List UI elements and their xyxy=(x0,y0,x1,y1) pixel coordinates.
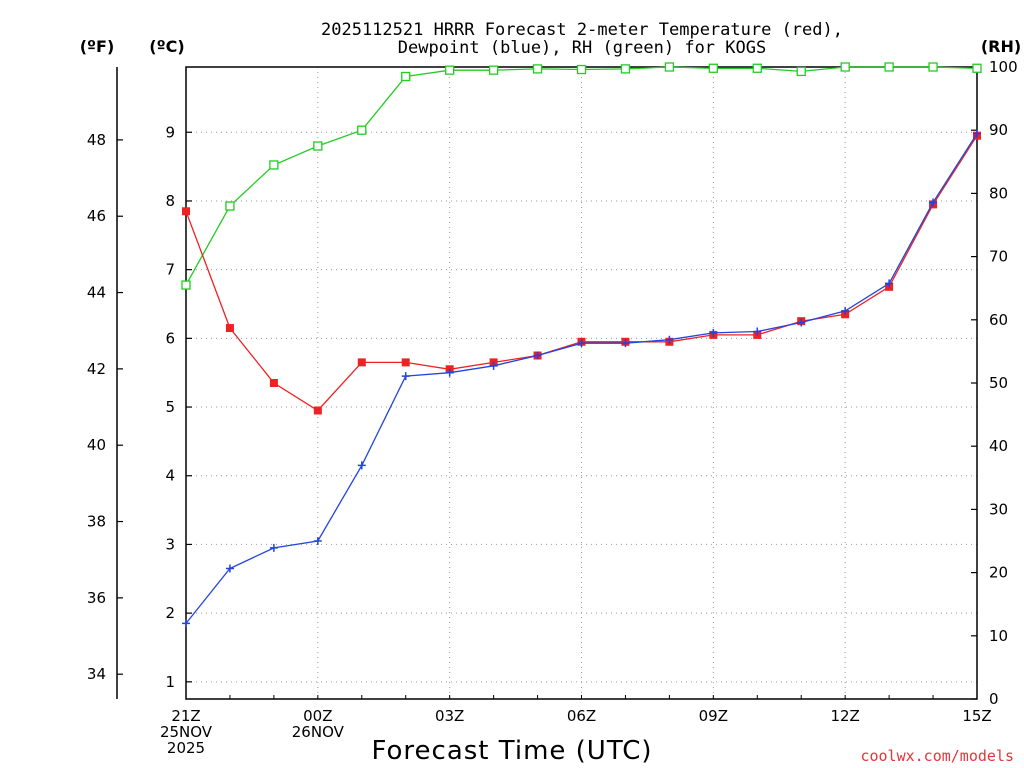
rh-point xyxy=(225,201,235,211)
time-tick-label: 12Z xyxy=(830,707,859,725)
dewpoint-point xyxy=(665,335,674,344)
rh-point xyxy=(269,160,279,170)
fahrenheit-tick-label: 40 xyxy=(87,436,106,454)
rh-tick-label: 50 xyxy=(989,374,1008,392)
rh-point xyxy=(928,62,938,72)
rh-tick-label: 100 xyxy=(989,58,1018,76)
fahrenheit-tick-label: 46 xyxy=(87,207,106,225)
rh-point xyxy=(313,141,323,151)
dewpoint-point xyxy=(973,129,981,138)
time-tick-label: 26NOV xyxy=(292,723,345,741)
fahrenheit-tick-label: 42 xyxy=(87,360,106,378)
dewpoint-point xyxy=(401,372,410,381)
dewpoint-point xyxy=(313,537,322,545)
rh-tick-label: 40 xyxy=(989,437,1008,455)
dewpoint-point xyxy=(929,198,938,207)
rh-tick-label: 70 xyxy=(989,248,1008,266)
rh-point xyxy=(664,62,675,72)
fahrenheit-tick-label: 34 xyxy=(87,665,106,683)
temperature-line xyxy=(185,135,978,412)
rh-point xyxy=(488,65,499,75)
celsius-tick-label: 1 xyxy=(165,673,175,691)
time-tick-label: 2025 xyxy=(167,739,205,757)
chart-title-line1: 2025112521 HRRR Forecast 2-meter Tempera… xyxy=(321,20,843,40)
rh-point xyxy=(796,66,806,77)
rh-point xyxy=(401,71,411,82)
rh-point xyxy=(620,64,631,74)
dewpoint-point xyxy=(533,351,542,360)
x-axis-label: Forecast Time (UTC) xyxy=(371,736,652,766)
celsius-tick-label: 5 xyxy=(165,398,175,416)
dewpoint-point xyxy=(885,279,894,288)
rh-series xyxy=(181,62,982,290)
fahrenheit-tick-label: 36 xyxy=(87,589,106,607)
celsius-tick-label: 7 xyxy=(165,261,175,279)
dewpoint-point xyxy=(269,543,278,552)
time-tick-label: 21Z xyxy=(171,707,200,725)
celsius-unit-label: (ºC) xyxy=(149,37,184,56)
dewpoint-series xyxy=(182,129,981,628)
temperature-point xyxy=(269,379,278,387)
temperature-point xyxy=(313,406,322,415)
celsius-axis: 1 2 3 4 5 6 7 8 9 xyxy=(165,123,192,691)
rh-point xyxy=(181,280,191,290)
celsius-tick-label: 8 xyxy=(165,192,175,210)
time-tick-label: 03Z xyxy=(435,707,464,725)
fahrenheit-tick-label: 48 xyxy=(87,131,106,149)
dewpoint-point xyxy=(357,461,366,470)
rh-point xyxy=(884,62,894,72)
temperature-point xyxy=(401,358,410,367)
time-tick-label: 06Z xyxy=(567,707,596,725)
dewpoint-point xyxy=(489,361,498,370)
rh-point xyxy=(708,63,718,73)
dewpoint-point xyxy=(445,368,454,377)
time-tick-label: 09Z xyxy=(699,707,728,725)
rh-tick-label: 30 xyxy=(989,500,1008,518)
rh-point xyxy=(576,64,587,75)
rh-point xyxy=(972,63,982,73)
rh-point xyxy=(532,64,543,74)
temperature-point xyxy=(225,324,234,333)
celsius-tick-label: 3 xyxy=(165,535,175,553)
celsius-tick-label: 6 xyxy=(165,329,175,347)
dewpoint-point xyxy=(225,564,234,573)
fahrenheit-unit-label: (ºF) xyxy=(80,37,115,56)
rh-tick-label: 80 xyxy=(989,184,1008,202)
rh-unit-label: (RH) xyxy=(981,37,1021,56)
fahrenheit-tick-label: 44 xyxy=(87,284,106,302)
rh-point xyxy=(357,125,367,135)
rh-axis: 0 10 20 30 40 50 60 70 80 90 100 xyxy=(971,58,1018,708)
fahrenheit-tick-label: 38 xyxy=(87,513,106,531)
rh-tick-label: 20 xyxy=(989,564,1008,582)
fahrenheit-axis: 34 36 38 40 42 44 46 48 xyxy=(87,131,123,683)
rh-tick-label: 0 xyxy=(989,690,999,708)
time-tick-label: 25NOV xyxy=(160,723,213,741)
rh-point xyxy=(752,63,762,73)
credit-text: coolwx.com/models xyxy=(860,747,1014,765)
rh-point xyxy=(840,62,850,72)
temperature-point xyxy=(182,207,190,216)
gridlines xyxy=(186,67,977,699)
temperature-point xyxy=(357,358,366,367)
celsius-tick-label: 4 xyxy=(165,467,175,485)
dewpoint-point xyxy=(841,306,850,315)
chart-title-line2: Dewpoint (blue), RH (green) for KOGS xyxy=(398,38,766,58)
dewpoint-point xyxy=(182,619,190,628)
celsius-tick-label: 2 xyxy=(165,604,175,622)
dewpoint-point xyxy=(577,339,586,348)
dewpoint-point xyxy=(797,318,806,327)
celsius-tick-label: 9 xyxy=(165,123,175,141)
rh-tick-label: 90 xyxy=(989,121,1008,139)
rh-point xyxy=(445,65,455,75)
dewpoint-point xyxy=(753,327,762,336)
dewpoint-point xyxy=(709,328,718,337)
rh-tick-label: 10 xyxy=(989,627,1008,645)
time-tick-label: 00Z xyxy=(303,707,332,725)
rh-tick-label: 60 xyxy=(989,311,1008,329)
dewpoint-point xyxy=(621,339,630,348)
time-tick-label: 15Z xyxy=(962,707,991,725)
